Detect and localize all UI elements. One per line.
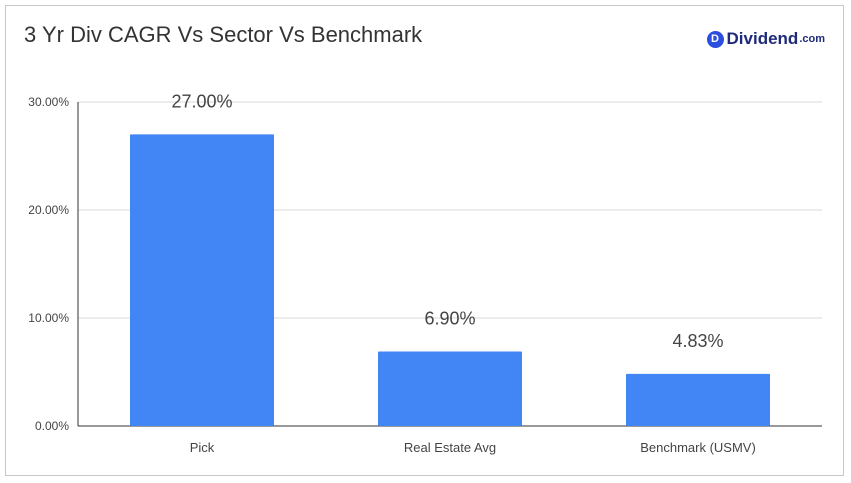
y-tick-label: 30.00% [28, 95, 69, 109]
y-tick-label: 0.00% [35, 419, 69, 433]
bar [626, 373, 770, 426]
dividend-logo-badge-icon: D [706, 30, 724, 48]
x-tick-label: Pick [190, 440, 215, 455]
x-tick-label: Real Estate Avg [404, 440, 496, 455]
y-tick-label: 20.00% [28, 203, 69, 217]
logo-wordmark: Dividend [726, 29, 799, 48]
x-tick-label: Benchmark (USMV) [640, 440, 756, 455]
bar [130, 134, 274, 426]
chart-title: 3 Yr Div CAGR Vs Sector Vs Benchmark [24, 22, 423, 47]
logo-domain-suffix: .com [799, 33, 825, 45]
y-tick-label: 10.00% [28, 311, 69, 325]
bar-data-label: 6.90% [424, 308, 475, 328]
bar [378, 351, 522, 426]
bar-data-label: 27.00% [171, 91, 232, 111]
bar-data-label: 4.83% [672, 331, 723, 351]
dividend-logo[interactable]: D Dividend .com [706, 28, 825, 50]
